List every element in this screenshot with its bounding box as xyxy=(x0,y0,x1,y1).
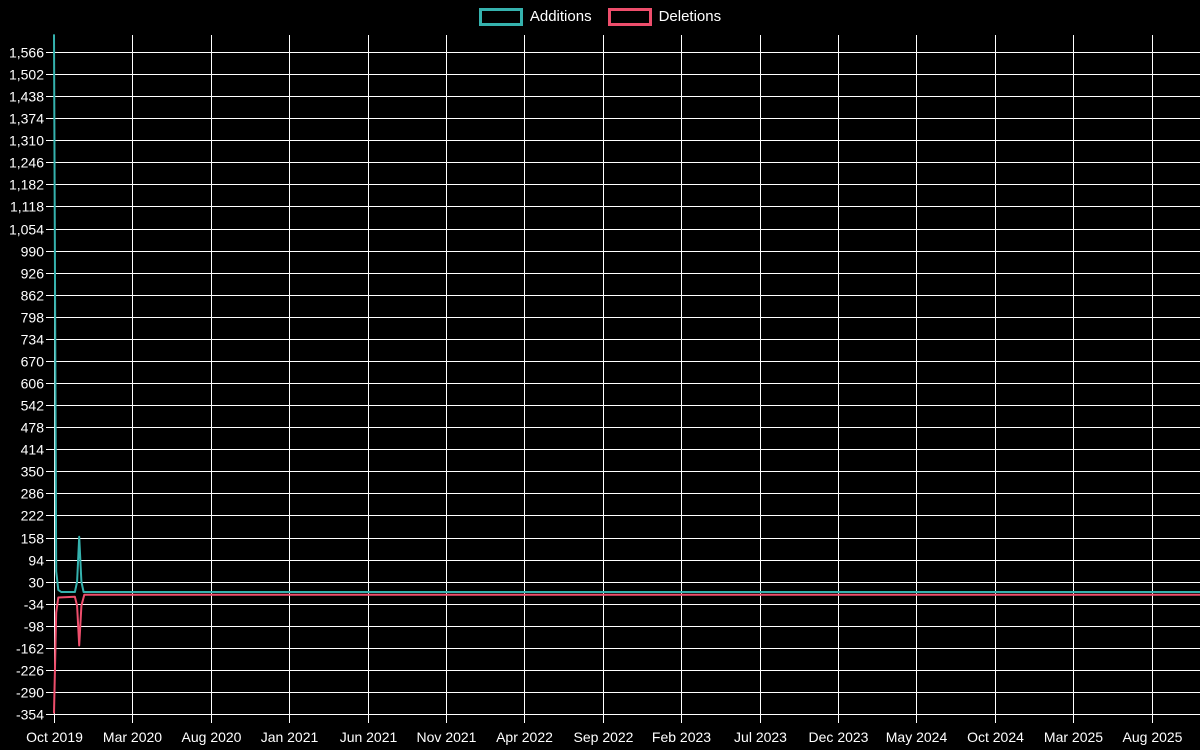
x-axis-tick-label: Feb 2023 xyxy=(652,729,711,745)
y-axis-tick-label: -162 xyxy=(16,641,44,657)
y-axis-tick-label: 30 xyxy=(28,575,44,591)
y-axis-tick-label: 414 xyxy=(21,442,45,458)
y-axis-tick-label: 1,502 xyxy=(9,67,44,83)
y-axis-tick-label: 1,054 xyxy=(9,222,44,238)
x-axis-tick-label: Mar 2025 xyxy=(1044,729,1103,745)
y-axis-tick-label: 926 xyxy=(21,266,45,282)
x-axis-tick-label: Nov 2021 xyxy=(417,729,477,745)
y-axis-tick-label: 734 xyxy=(21,332,45,348)
y-axis-tick-label: -354 xyxy=(16,707,44,723)
axis-ticks xyxy=(54,714,1153,723)
x-axis-tick-label: Jan 2021 xyxy=(261,729,319,745)
y-axis-tick-label: 798 xyxy=(21,310,45,326)
y-axis-tick-label: 1,438 xyxy=(9,89,44,105)
y-axis-tick-label: 158 xyxy=(21,531,45,547)
y-axis-tick-label: -34 xyxy=(24,597,44,613)
y-axis-labels: 1,566 1,502 1,438 1,374 1,310 1,246 1,182 1,118… xyxy=(9,45,44,723)
gridlines xyxy=(46,35,1200,715)
legend-label-additions: Additions xyxy=(529,8,592,25)
y-axis-tick-label: 990 xyxy=(21,244,45,260)
legend-item-deletions[interactable]: Deletions xyxy=(607,8,722,26)
y-axis-tick-label: 1,374 xyxy=(9,111,44,127)
x-axis-tick-label: Oct 2024 xyxy=(967,729,1024,745)
x-axis-tick-label: Jun 2021 xyxy=(340,729,398,745)
legend-label-deletions: Deletions xyxy=(658,8,722,25)
y-axis-tick-label: 94 xyxy=(28,553,44,569)
y-axis-tick-label: -290 xyxy=(16,685,44,701)
y-axis-tick-label: 542 xyxy=(21,398,45,414)
x-axis-tick-label: Oct 2019 xyxy=(26,729,83,745)
y-axis-tick-label: 1,182 xyxy=(9,177,44,193)
y-axis-tick-label: -226 xyxy=(16,663,44,679)
deletions-swatch-icon xyxy=(607,8,652,26)
x-axis-tick-label: Aug 2020 xyxy=(182,729,242,745)
y-axis-tick-label: 1,118 xyxy=(10,199,44,215)
x-axis-tick-label: Mar 2020 xyxy=(103,729,162,745)
x-axis-tick-label: Sep 2022 xyxy=(574,729,634,745)
y-axis-tick-label: 1,246 xyxy=(9,155,44,171)
y-axis-tick-label: 350 xyxy=(21,464,45,480)
x-axis-labels: Oct 2019 Mar 2020 Aug 2020 Jan 2021 Jun 2021… xyxy=(26,729,1183,745)
x-axis-tick-label: Apr 2022 xyxy=(496,729,553,745)
chart-legend: Additions Deletions xyxy=(0,8,1200,26)
y-axis-tick-label: 1,566 xyxy=(9,45,44,61)
additions-line xyxy=(53,34,1200,593)
legend-item-additions[interactable]: Additions xyxy=(478,8,592,26)
y-axis-tick-label: 606 xyxy=(21,376,45,392)
x-axis-tick-label: May 2024 xyxy=(886,729,948,745)
y-axis-tick-label: 862 xyxy=(21,288,45,304)
y-axis-tick-label: -98 xyxy=(24,619,44,635)
deletions-line xyxy=(53,593,1200,714)
additions-swatch-icon xyxy=(478,8,523,26)
x-axis-tick-label: Dec 2023 xyxy=(809,729,869,745)
y-axis-tick-label: 478 xyxy=(21,420,45,436)
y-axis-tick-label: 670 xyxy=(21,354,45,370)
y-axis-tick-label: 222 xyxy=(21,508,45,524)
y-axis-tick-label: 286 xyxy=(21,486,45,502)
data-series xyxy=(53,34,1200,714)
y-axis-tick-label: 1,310 xyxy=(9,133,44,149)
x-axis-tick-label: Aug 2025 xyxy=(1123,729,1183,745)
x-axis-tick-label: Jul 2023 xyxy=(734,729,787,745)
